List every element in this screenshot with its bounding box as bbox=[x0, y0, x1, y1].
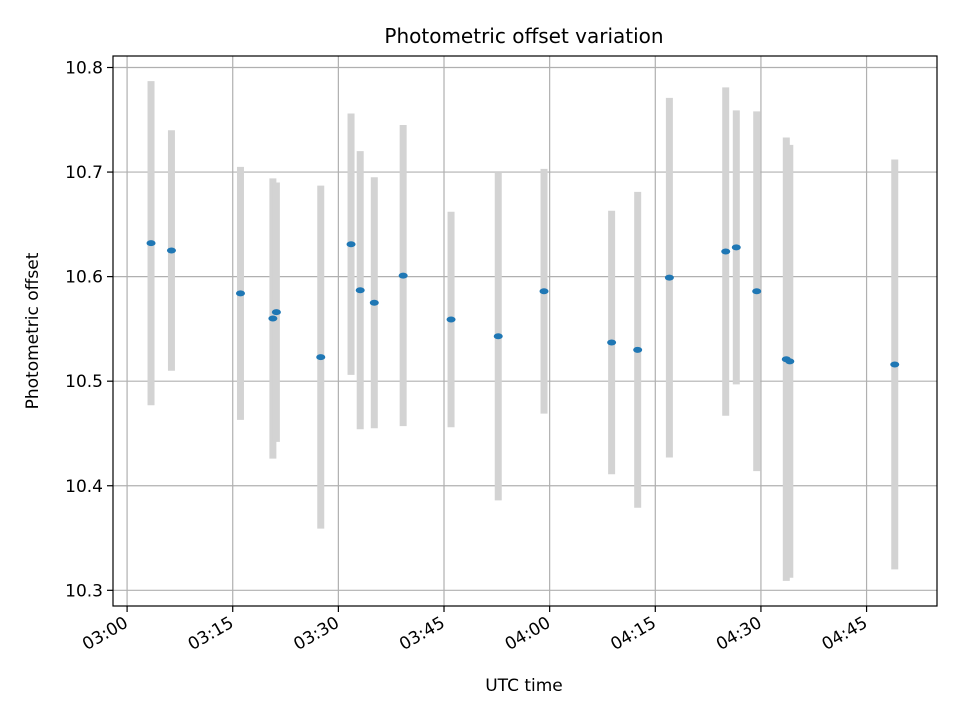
y-tick-label: 10.7 bbox=[65, 163, 103, 183]
data-point bbox=[235, 290, 245, 297]
data-point bbox=[369, 299, 379, 306]
data-point bbox=[539, 288, 549, 295]
data-point bbox=[166, 247, 176, 254]
data-point bbox=[271, 309, 281, 316]
x-tick-label: 04:15 bbox=[607, 613, 659, 655]
data-point bbox=[398, 272, 408, 279]
data-point bbox=[493, 333, 503, 340]
y-axis-label: Photometric offset bbox=[23, 252, 43, 409]
grid-lines bbox=[113, 56, 937, 606]
y-tick-label: 10.3 bbox=[65, 581, 103, 601]
x-tick-label: 03:00 bbox=[79, 613, 131, 655]
x-tick-label: 04:00 bbox=[502, 613, 554, 655]
data-point bbox=[890, 361, 900, 368]
data-point bbox=[316, 354, 326, 361]
x-tick-label: 03:15 bbox=[185, 613, 237, 655]
data-point bbox=[268, 315, 278, 322]
data-point bbox=[346, 241, 356, 248]
x-tick-label: 03:45 bbox=[396, 613, 448, 655]
x-tick-label: 03:30 bbox=[290, 613, 342, 655]
error-bars bbox=[147, 81, 899, 581]
plot-frame bbox=[112, 55, 938, 607]
data-point bbox=[607, 339, 617, 346]
data-point bbox=[721, 248, 731, 255]
y-tick-label: 10.6 bbox=[65, 268, 103, 288]
y-axis-ticks: 10.3 10.4 10.5 10.6 10.7 10.8 bbox=[65, 59, 113, 601]
x-axis-label: UTC time bbox=[485, 676, 563, 696]
chart-title: Photometric offset variation bbox=[384, 24, 663, 48]
y-tick-label: 10.4 bbox=[65, 477, 103, 497]
data-point bbox=[785, 358, 795, 365]
x-axis-ticks: 03:00 03:15 03:30 03:45 04:00 04:15 04:30 04:45 bbox=[79, 606, 871, 655]
data-markers bbox=[146, 240, 900, 368]
data-point bbox=[731, 244, 741, 251]
x-tick-label: 04:30 bbox=[713, 613, 765, 655]
data-point bbox=[752, 288, 762, 295]
data-point bbox=[146, 240, 156, 247]
x-tick-label: 04:45 bbox=[819, 613, 871, 655]
y-tick-label: 10.8 bbox=[65, 59, 103, 79]
y-tick-label: 10.5 bbox=[65, 372, 103, 392]
data-point bbox=[664, 274, 674, 281]
data-point bbox=[355, 287, 365, 294]
data-point bbox=[633, 346, 643, 353]
data-point bbox=[446, 316, 456, 323]
